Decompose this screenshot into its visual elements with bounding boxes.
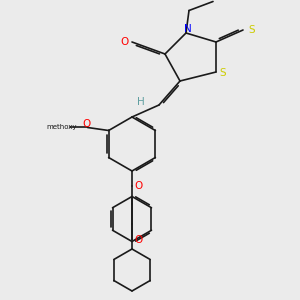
Text: H: H <box>137 97 145 107</box>
Text: S: S <box>248 25 255 35</box>
Text: O: O <box>134 181 143 191</box>
Text: O: O <box>82 119 90 130</box>
Text: S: S <box>219 68 226 79</box>
Text: methoxy: methoxy <box>47 124 77 130</box>
Text: O: O <box>120 37 129 47</box>
Text: O: O <box>134 235 143 245</box>
Text: N: N <box>184 24 191 34</box>
